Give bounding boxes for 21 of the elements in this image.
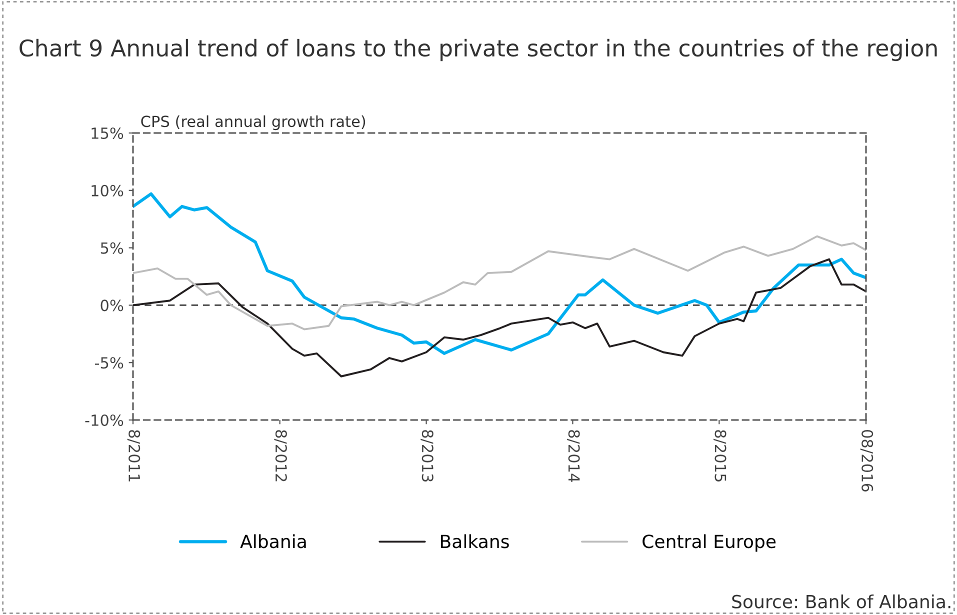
y-tick-label: 15% (92, 127, 124, 140)
legend-label: Central Europe (642, 534, 776, 552)
y-tick-label: 10% (92, 184, 124, 196)
legend-label: Balkans (441, 534, 509, 548)
source-note: Source: Bank of Albania. (732, 594, 950, 608)
line-series (133, 258, 866, 378)
y-tick-label: -5% (94, 357, 124, 369)
line-series (133, 235, 866, 330)
y-axis-title: CPS (real annual growth rate) (141, 115, 366, 130)
chart-title: Chart 9 Annual trend of loans to the private sector in the countries of the region (20, 38, 937, 62)
x-tick-label: 8/2015 (714, 430, 726, 482)
x-tick-label: 8/2011 (127, 430, 140, 482)
y-tick-label: 0% (100, 300, 124, 312)
x-tick-label: 8/2012 (274, 430, 287, 482)
x-tick-label: 8/2013 (420, 430, 434, 482)
y-tick-label: -10% (85, 414, 124, 426)
x-tick-label: 08/2016 (860, 430, 874, 492)
x-tick-label: 8/2014 (567, 430, 580, 482)
y-tick-label: 5% (100, 242, 124, 254)
legend-label: Albania (240, 534, 306, 548)
line-series (133, 192, 866, 355)
